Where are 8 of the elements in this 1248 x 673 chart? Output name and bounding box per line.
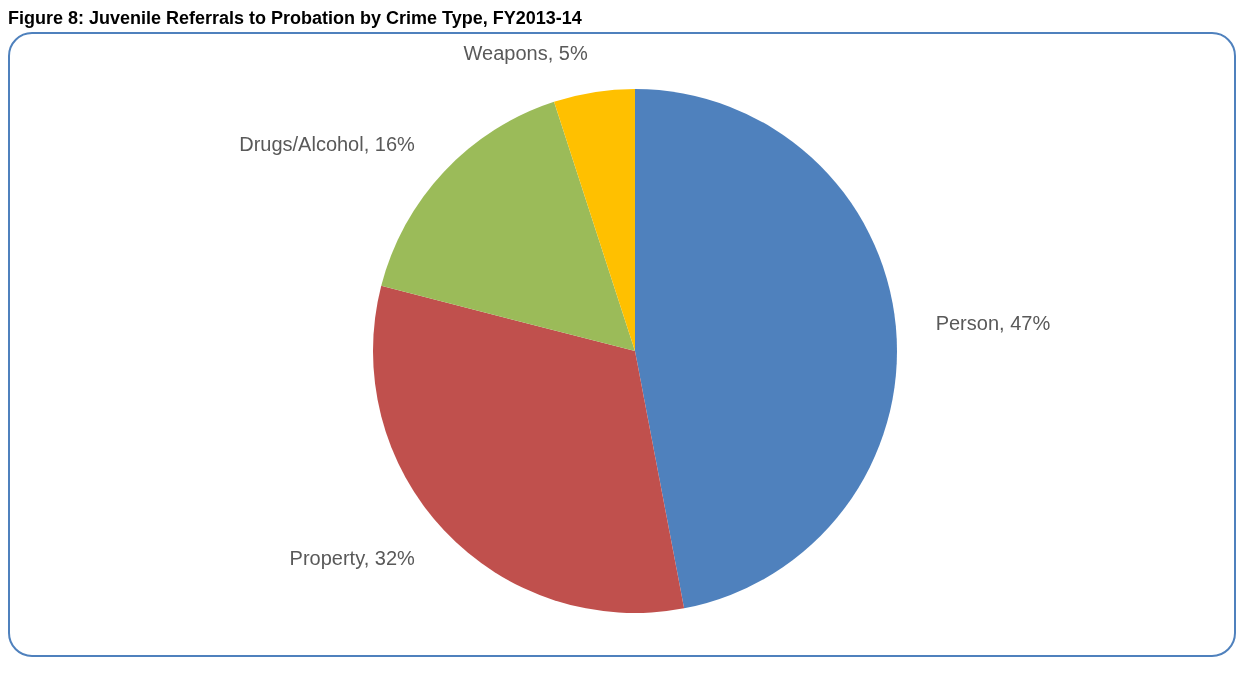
slice-label: Weapons, 5% (463, 41, 588, 64)
chart-title: Figure 8: Juvenile Referrals to Probation by Crime Type, FY2013-14 (8, 8, 583, 30)
pie-slice (373, 285, 685, 613)
pie-slice (554, 89, 635, 351)
slice-label: Property, 32% (289, 546, 416, 569)
pie-slice (635, 89, 897, 609)
slice-label: Person, 47% (935, 311, 1051, 334)
slice-label: Drugs/Alcohol, 16% (239, 133, 416, 156)
